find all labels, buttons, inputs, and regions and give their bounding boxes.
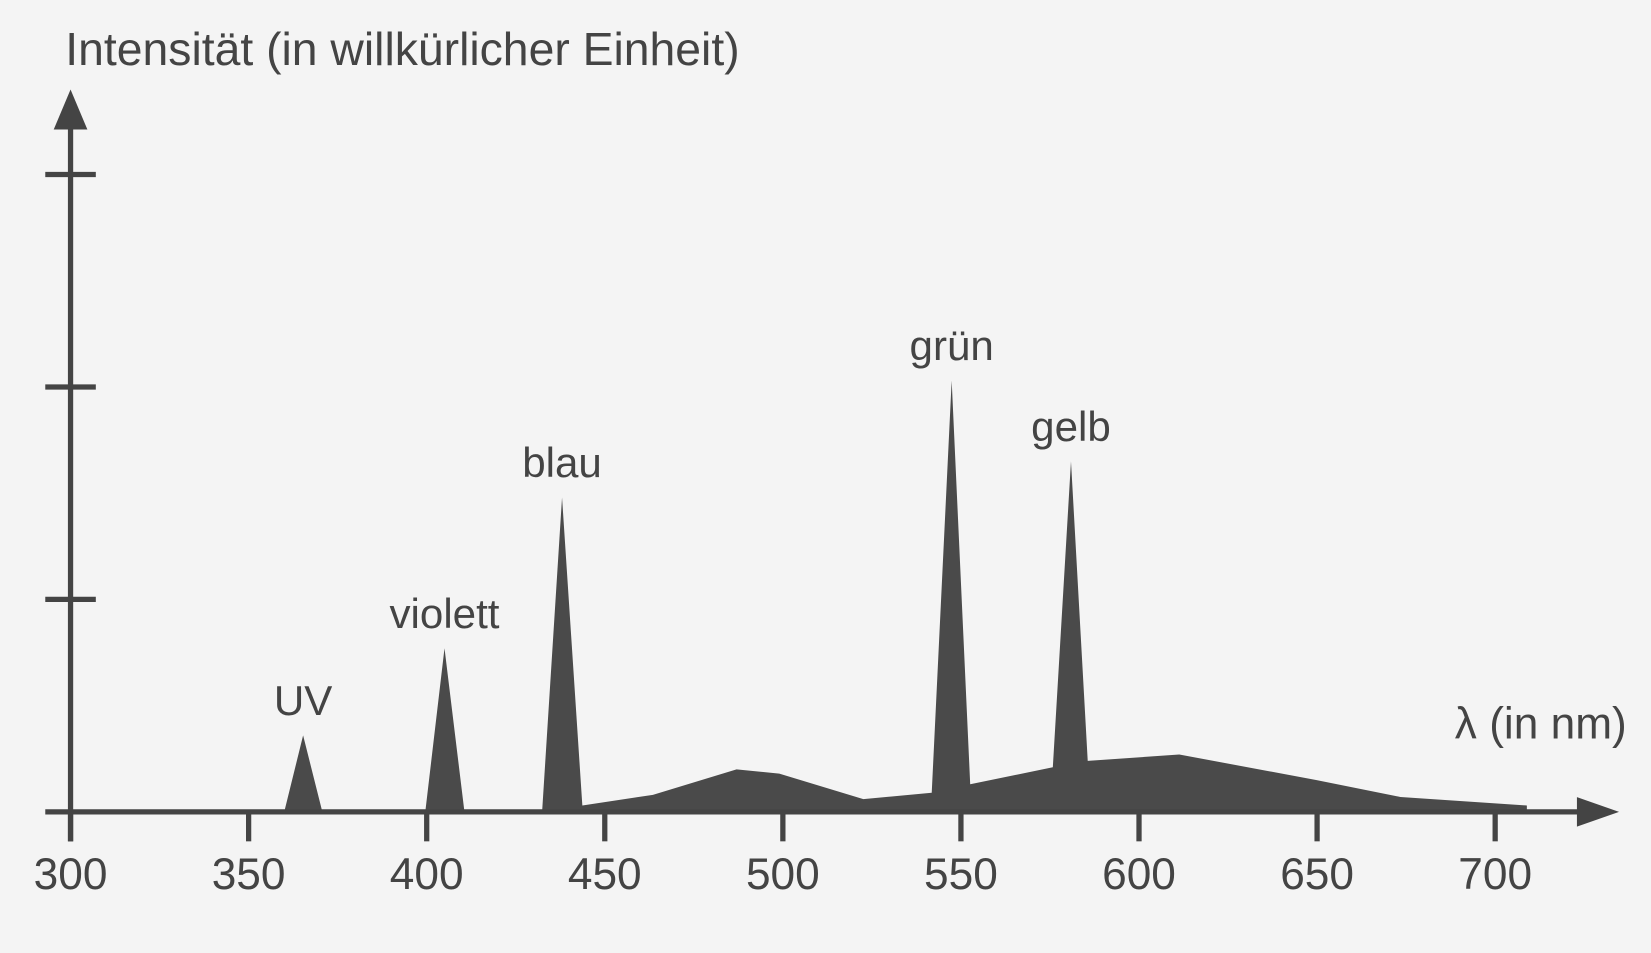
chart-title: Intensität (in willkürlicher Einheit) — [65, 23, 739, 75]
peak-label: gelb — [1031, 403, 1111, 450]
x-axis-label: λ (in nm) — [1455, 699, 1627, 748]
x-tick-label: 600 — [1102, 850, 1176, 899]
x-tick-label: 350 — [212, 850, 286, 899]
x-tick-label: 300 — [34, 850, 108, 899]
x-axis-arrow — [1576, 797, 1620, 827]
peak-label: UV — [274, 677, 333, 724]
x-tick-label: 550 — [924, 850, 998, 899]
x-tick-label: 400 — [390, 850, 464, 899]
x-tick-label: 700 — [1458, 850, 1532, 899]
peak-label: grün — [910, 322, 994, 369]
x-tick-label: 500 — [746, 850, 820, 899]
x-tick-label: 650 — [1280, 850, 1354, 899]
x-tick-label: 450 — [568, 850, 642, 899]
y-axis-arrow — [53, 89, 88, 130]
peak-label: violett — [390, 590, 500, 637]
peak-label: blau — [522, 439, 602, 486]
